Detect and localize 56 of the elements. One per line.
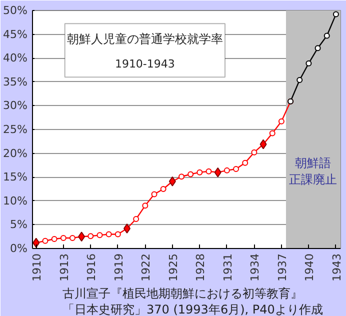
point <box>151 191 158 198</box>
y-tick-label: 35% <box>3 75 28 88</box>
y-tick-label: 30% <box>3 99 28 112</box>
x-tick-label: 1919 <box>112 253 126 282</box>
y-tick-label: 20% <box>3 146 28 160</box>
point <box>51 236 58 242</box>
x-tick-label: 1940 <box>303 253 316 282</box>
point <box>296 77 303 83</box>
y-tick-label: 15% <box>3 170 28 184</box>
point <box>160 186 166 192</box>
point <box>114 231 121 238</box>
band-label: 朝鮮語正課廃止 <box>289 156 338 187</box>
text: 古川宣子『植民地期朝鮮における初等教育』 <box>62 286 302 300</box>
point <box>306 60 312 66</box>
y-tick-label: 5% <box>10 218 28 232</box>
x-tick-label: 1910 <box>30 253 44 282</box>
y-tick-label: 25% <box>3 123 28 136</box>
x-tick-label: 1943 <box>330 253 344 282</box>
point <box>251 149 258 156</box>
point <box>88 233 94 240</box>
x-tick-label: 1937 <box>276 253 289 282</box>
y-tick-label: 10% <box>3 194 28 208</box>
point <box>60 235 66 242</box>
point <box>188 171 194 178</box>
point <box>106 231 112 238</box>
point <box>123 224 130 234</box>
point <box>96 232 103 238</box>
point <box>332 11 339 18</box>
x-tick-label: 1922 <box>140 253 153 282</box>
y-tick-label: 50% <box>3 4 28 17</box>
x-tick-label: 1928 <box>194 253 208 282</box>
text: 朝鮮人児童の普通学校就学率 <box>66 32 223 46</box>
point <box>206 168 212 174</box>
text: 1910-1943 <box>114 58 175 71</box>
point <box>314 45 321 52</box>
text: 「日本史研究」370 (1993年6月), P40より作成 <box>62 302 323 316</box>
point <box>324 32 330 39</box>
x-tick-label: 1931 <box>221 253 234 282</box>
point <box>269 130 276 136</box>
y-tick-label: 45% <box>3 28 28 41</box>
y-tick-label: 40% <box>3 52 28 65</box>
point <box>233 166 240 172</box>
point <box>224 167 230 174</box>
point <box>242 160 248 166</box>
y-tick-label: 0% <box>10 242 28 255</box>
x-tick-label: 1925 <box>166 253 180 282</box>
point <box>196 169 203 176</box>
point <box>178 174 185 180</box>
point <box>69 235 76 242</box>
x-tick-label: 1934 <box>248 253 262 282</box>
point <box>133 216 140 222</box>
point <box>278 118 284 124</box>
x-tick-label: 1913 <box>58 253 71 282</box>
point <box>142 202 148 209</box>
point <box>42 238 48 244</box>
x-tick-label: 1916 <box>85 253 98 282</box>
